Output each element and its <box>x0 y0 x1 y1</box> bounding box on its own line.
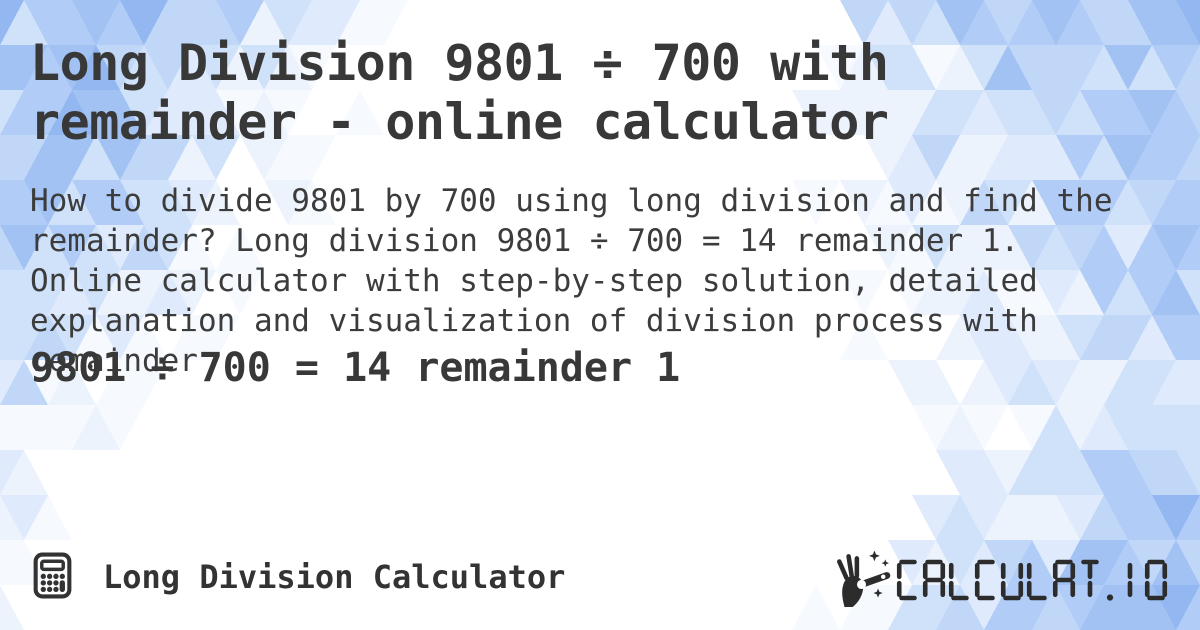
result-heading: 9801 ÷ 700 = 14 remainder 1 <box>30 345 681 391</box>
page-description: How to divide 9801 by 700 using long div… <box>30 181 1113 381</box>
description-line: How to divide 9801 by 700 using long div… <box>30 183 1113 219</box>
title-line: Long Division 9801 ÷ 700 with <box>30 34 889 92</box>
calculator-icon <box>28 551 77 604</box>
title-line: remainder - online calculator <box>30 93 889 151</box>
site-name: Long Division Calculator <box>103 558 566 596</box>
description-line: remainder? Long division 9801 ÷ 700 = 14… <box>30 223 1020 259</box>
description-line: remainder <box>30 343 198 379</box>
description-line: explanation and visualization of divisio… <box>30 303 1038 339</box>
description-line: Online calculator with step-by-step solu… <box>30 263 1038 299</box>
magic-wand-icon <box>830 545 892 611</box>
page-title: Long Division 9801 ÷ 700 with remainder … <box>30 34 889 152</box>
brand-logo <box>830 546 1168 610</box>
footer: Long Division Calculator <box>28 548 565 606</box>
logo-text <box>896 558 1168 602</box>
